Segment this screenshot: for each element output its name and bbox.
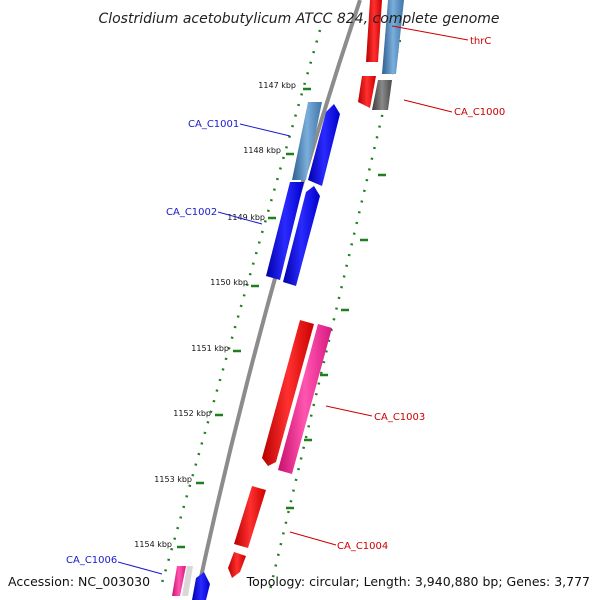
gene-CA_C1000[interactable] [372, 80, 392, 110]
gene-CA_C1006-pink[interactable] [172, 566, 186, 596]
gene-CA_C1004-red-b[interactable] [228, 552, 246, 578]
major-ticks [177, 87, 386, 549]
gene-CA_C1002-blue-b[interactable] [283, 186, 320, 286]
gene-CA_C1003-red[interactable] [262, 320, 314, 466]
gene-CA_C1004-red-a[interactable] [234, 486, 266, 548]
map-title: Clostridium acetobutylicum ATCC 824, com… [98, 11, 499, 27]
tick-label-1150: 1150 kbp [210, 278, 248, 287]
tick-label-1154: 1154 kbp [134, 540, 172, 549]
gene-thrC-steel[interactable] [382, 0, 404, 74]
tick-label-1148: 1148 kbp [243, 146, 281, 155]
gene-label-CA_C1000[interactable]: CA_C1000 [454, 107, 505, 118]
gene-thrC-top[interactable] [366, 0, 382, 62]
gene-label-CA_C1002[interactable]: CA_C1002 [166, 207, 217, 218]
tick-label-1147: 1147 kbp [258, 81, 296, 90]
gene-CA_C1006-blue[interactable] [192, 572, 210, 600]
label-leaders [117, 25, 469, 575]
topology-text: Topology: circular; Length: 3,940,880 bp… [246, 574, 590, 589]
gene-label-CA_C1006[interactable]: CA_C1006 [66, 555, 117, 566]
tick-label-1153: 1153 kbp [154, 475, 192, 484]
gene-CA_C1001-steel[interactable] [292, 102, 322, 180]
gene-CA_C1001-blue[interactable] [308, 104, 340, 186]
accession-text: Accession: NC_003030 [8, 574, 150, 589]
tick-label-1149: 1149 kbp [227, 213, 265, 222]
gene-label-CA_C1004[interactable]: CA_C1004 [337, 541, 388, 552]
gene-thrC-red[interactable] [358, 76, 376, 108]
gene-label-thrC[interactable]: thrC [470, 36, 491, 47]
tick-label-1151: 1151 kbp [191, 344, 229, 353]
gene-CA_C1003-pink[interactable] [278, 324, 332, 474]
inner-tick-ring [158, 29, 322, 591]
gene-label-CA_C1003[interactable]: CA_C1003 [374, 412, 425, 423]
gene-CA_C1006-gray[interactable] [182, 566, 193, 596]
gene-label-CA_C1001[interactable]: CA_C1001 [188, 119, 239, 130]
tick-label-1152: 1152 kbp [173, 409, 211, 418]
gene-CA_C1002-blue-a[interactable] [266, 182, 304, 280]
genome-backbone [194, 0, 362, 600]
